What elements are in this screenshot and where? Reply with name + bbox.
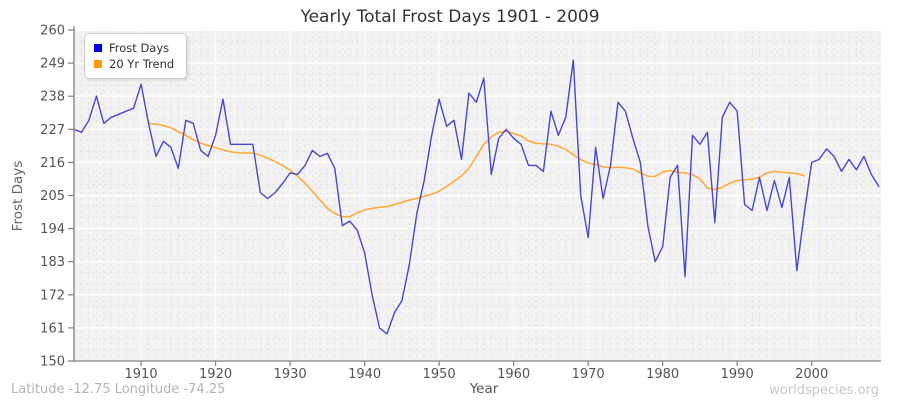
svg-text:1930: 1930 (274, 367, 307, 382)
frost-days-legend-marker-icon (94, 44, 102, 52)
svg-text:216: 216 (40, 156, 65, 171)
svg-text:227: 227 (40, 123, 65, 138)
svg-text:2000: 2000 (795, 367, 828, 382)
legend-label: 20 Yr Trend (109, 57, 175, 71)
svg-text:150: 150 (40, 355, 65, 370)
chart-title: Yearly Total Frost Days 1901 - 2009 (300, 7, 600, 27)
svg-text:161: 161 (40, 321, 65, 336)
svg-text:1920: 1920 (199, 367, 232, 382)
legend-item-20yr-trend: 20 Yr Trend (94, 57, 174, 71)
svg-text:1960: 1960 (497, 367, 530, 382)
watermark: worldspecies.org (769, 383, 879, 398)
trend-legend-marker-icon (94, 60, 102, 68)
svg-text:172: 172 (40, 288, 65, 303)
x-axis-label: Year (469, 381, 499, 397)
svg-text:238: 238 (40, 90, 65, 105)
legend: Frost Days 20 Yr Trend (84, 33, 188, 79)
footer-coordinates: Latitude -12.75 Longitude -74.25 (11, 382, 226, 397)
svg-text:1980: 1980 (646, 367, 679, 382)
svg-text:1990: 1990 (721, 367, 754, 382)
svg-text:1910: 1910 (125, 367, 158, 382)
legend-item-frost-days: Frost Days (94, 41, 174, 55)
svg-text:260: 260 (40, 24, 65, 39)
svg-text:183: 183 (40, 255, 65, 270)
svg-text:1940: 1940 (348, 367, 381, 382)
svg-text:205: 205 (40, 189, 65, 204)
svg-text:1970: 1970 (572, 367, 605, 382)
legend-label: Frost Days (109, 41, 170, 55)
svg-text:249: 249 (40, 57, 65, 72)
svg-text:1950: 1950 (423, 367, 456, 382)
y-axis-label: Frost Days (10, 160, 26, 232)
svg-text:194: 194 (40, 222, 65, 237)
